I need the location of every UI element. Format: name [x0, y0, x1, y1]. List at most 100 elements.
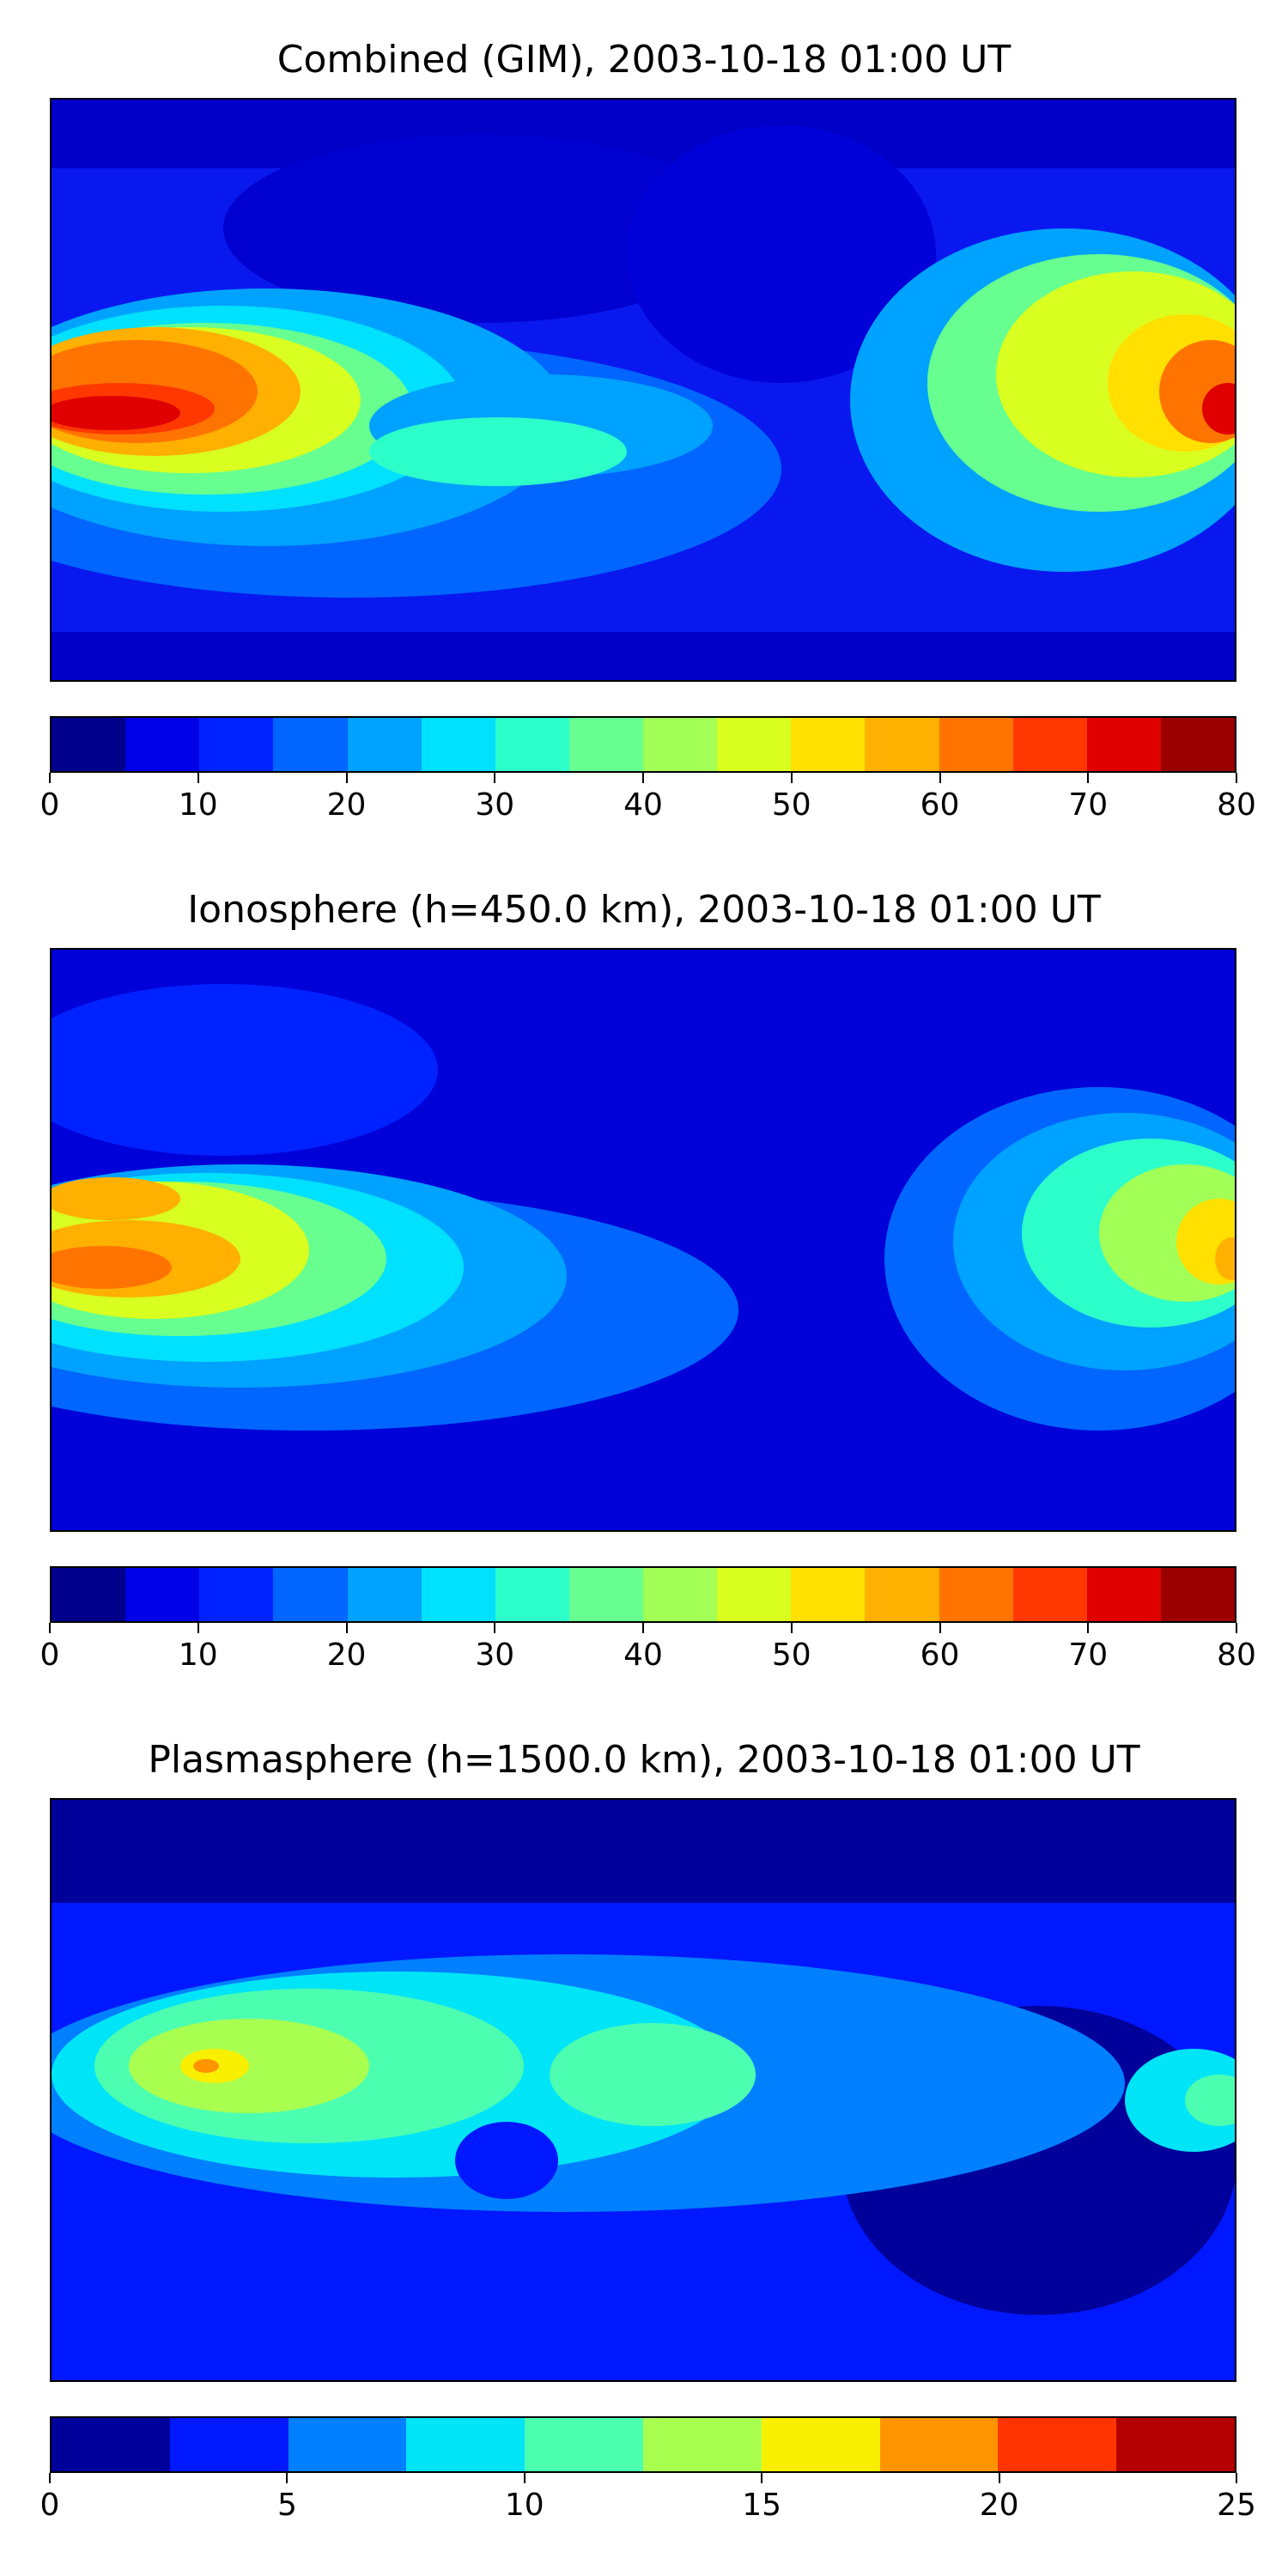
colorbar-segment: [288, 2418, 407, 2471]
colorbar-segment: [939, 718, 1013, 771]
colorbar-segment: [1086, 718, 1161, 771]
panel-2-colorbar-ticks: 0 10 20 30 40 50 60 70 80: [40, 1623, 1256, 1674]
colorbar-tick-label: 5: [276, 2488, 297, 2523]
colorbar-segment: [495, 1568, 569, 1621]
colorbar-segment: [52, 1568, 126, 1621]
colorbar-tick-label: 70: [1068, 787, 1109, 823]
colorbar-segment: [1012, 718, 1087, 771]
colorbar-segment: [717, 1568, 792, 1621]
colorbar-segment: [169, 2418, 289, 2471]
panel-1-colorbar-ticks: 0 10 20 30 40 50 60 70 80: [40, 773, 1256, 824]
colorbar-segment: [525, 2418, 643, 2471]
colorbar-tick-label: 0: [39, 787, 60, 823]
colorbar-segment: [495, 718, 569, 771]
colorbar-tick: [523, 2473, 526, 2483]
colorbar-tick-label: 20: [326, 1637, 367, 1673]
colorbar-tick-label: 30: [475, 787, 515, 823]
colorbar-tick: [494, 1623, 496, 1633]
colorbar-tick: [494, 773, 496, 783]
colorbar-tick-label: 0: [39, 2488, 60, 2523]
colorbar-tick: [49, 773, 51, 783]
colorbar-segment: [643, 1568, 718, 1621]
colorbar-tick: [1087, 1623, 1090, 1633]
colorbar-segment: [347, 718, 422, 771]
colorbar-tick-label: 10: [178, 787, 218, 823]
colorbar-segment: [791, 1568, 866, 1621]
colorbar-tick-label: 0: [39, 1637, 60, 1673]
colorbar-tick: [790, 1623, 793, 1633]
panel-1-map: [50, 98, 1236, 682]
panel-2-map: [50, 948, 1236, 1532]
colorbar-tick: [49, 2473, 51, 2483]
colorbar-segment: [879, 2418, 999, 2471]
colorbar-tick: [1087, 773, 1090, 783]
colorbar-tick-label: 60: [920, 787, 960, 823]
colorbar-tick: [197, 1623, 199, 1633]
colorbar-segment: [421, 718, 495, 771]
colorbar-segment: [865, 718, 939, 771]
panel-3-map: [50, 1798, 1236, 2382]
colorbar-tick-label: 25: [1217, 2488, 1256, 2523]
panel-2-colorbar: [50, 1566, 1236, 1623]
colorbar-tick: [49, 1623, 51, 1633]
colorbar-segment: [52, 2418, 170, 2471]
colorbar-tick: [197, 773, 199, 783]
colorbar-segment: [865, 1568, 939, 1621]
colorbar-tick-label: 80: [1217, 787, 1256, 823]
colorbar-segment: [643, 718, 718, 771]
colorbar-segment: [568, 718, 643, 771]
colorbar-tick-label: 15: [742, 2488, 782, 2523]
colorbar-segment: [406, 2418, 526, 2471]
colorbar-segment: [642, 2418, 762, 2471]
colorbar-segment: [273, 718, 348, 771]
colorbar-segment: [421, 1568, 495, 1621]
colorbar-segment: [52, 718, 126, 771]
panel-3-colorbar-ticks: 0 5 10 15 20 25: [40, 2473, 1256, 2524]
panel-3-title: Plasmasphere (h=1500.0 km), 2003-10-18 0…: [148, 1738, 1140, 1782]
colorbar-tick: [939, 1623, 941, 1633]
colorbar-tick-label: 60: [920, 1637, 960, 1673]
colorbar-tick: [939, 773, 941, 783]
colorbar-segment: [717, 718, 792, 771]
colorbar-segment: [1012, 1568, 1087, 1621]
panel-1-title: Combined (GIM), 2003-10-18 01:00 UT: [276, 38, 1012, 82]
colorbar-tick-label: 20: [979, 2488, 1019, 2523]
colorbar-tick: [642, 773, 644, 783]
colorbar-segment: [1160, 1568, 1235, 1621]
panel-1-colorbar: [50, 716, 1236, 773]
colorbar-tick: [286, 2473, 289, 2483]
colorbar-segment: [761, 2418, 880, 2471]
colorbar-segment: [1086, 1568, 1161, 1621]
colorbar-segment: [1116, 2418, 1235, 2471]
colorbar-segment: [998, 2418, 1117, 2471]
panel-2-title: Ionosphere (h=450.0 km), 2003-10-18 01:0…: [187, 888, 1101, 932]
colorbar-segment: [273, 1568, 348, 1621]
colorbar-tick-label: 40: [623, 787, 663, 823]
colorbar-tick: [1236, 773, 1237, 783]
colorbar-tick-label: 70: [1068, 1637, 1109, 1673]
colorbar-tick: [998, 2473, 1000, 2483]
colorbar-tick: [790, 773, 793, 783]
colorbar-segment: [199, 1568, 274, 1621]
colorbar-segment: [939, 1568, 1013, 1621]
colorbar-segment: [791, 718, 866, 771]
colorbar-tick-label: 30: [475, 1637, 515, 1673]
colorbar-tick-label: 10: [504, 2488, 544, 2523]
colorbar-tick-label: 50: [771, 787, 811, 823]
colorbar-tick: [345, 1623, 348, 1633]
colorbar-tick: [1236, 1623, 1237, 1633]
colorbar-tick: [761, 2473, 763, 2483]
colorbar-tick: [345, 773, 348, 783]
colorbar-tick-label: 20: [326, 787, 367, 823]
colorbar-tick-label: 40: [623, 1637, 663, 1673]
colorbar-tick-label: 50: [771, 1637, 811, 1673]
panel-3-colorbar: [50, 2416, 1236, 2473]
colorbar-segment: [347, 1568, 422, 1621]
colorbar-segment: [125, 718, 200, 771]
colorbar-tick-label: 10: [178, 1637, 218, 1673]
colorbar-segment: [568, 1568, 643, 1621]
colorbar-tick-label: 80: [1217, 1637, 1256, 1673]
colorbar-tick: [642, 1623, 644, 1633]
colorbar-segment: [199, 718, 274, 771]
colorbar-segment: [1160, 718, 1235, 771]
